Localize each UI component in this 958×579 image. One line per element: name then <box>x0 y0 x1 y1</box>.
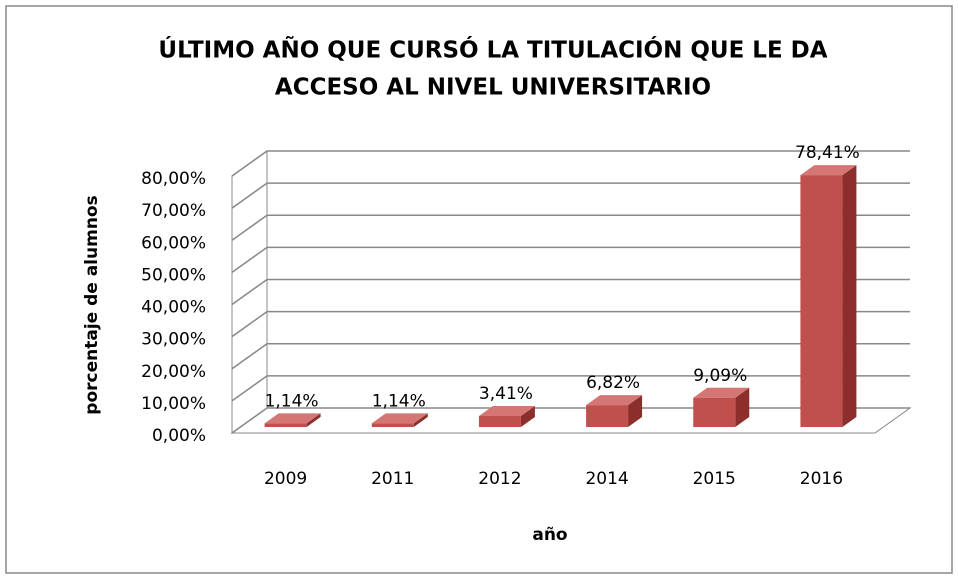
chart-title: ACCESO AL NIVEL UNIVERSITARIO <box>275 75 711 101</box>
bar-side <box>735 387 750 427</box>
y-axis-label: porcentaje de alumnos <box>82 195 102 414</box>
bar-front <box>800 175 843 427</box>
y-tick-label: 0,00% <box>152 426 206 446</box>
chart-border <box>5 5 953 574</box>
bar <box>586 395 643 427</box>
y-tick-label: 70,00% <box>141 201 206 221</box>
bar-front <box>693 397 736 427</box>
bar-top <box>371 413 428 424</box>
data-label: 1,14% <box>265 391 319 411</box>
bar-side <box>842 165 857 427</box>
bar <box>264 413 321 427</box>
grid-line <box>231 310 910 338</box>
chart-title: ÚLTIMO AÑO QUE CURSÓ LA TITULACIÓN QUE L… <box>158 36 827 64</box>
data-label: 3,41% <box>479 384 533 404</box>
y-tick-label: 10,00% <box>141 394 206 414</box>
bar-top <box>478 406 535 417</box>
grid-line <box>231 278 910 306</box>
y-tick-label: 50,00% <box>141 265 206 285</box>
y-tick-label: 30,00% <box>141 330 206 350</box>
bar <box>371 413 428 427</box>
bar-side <box>306 413 321 427</box>
bar-top <box>693 387 750 398</box>
bar-side <box>628 395 643 427</box>
bar-front <box>371 423 414 427</box>
x-tick-label: 2014 <box>585 469 628 489</box>
bar-side <box>413 413 428 427</box>
bar-front <box>264 423 307 427</box>
grid-line <box>231 246 910 273</box>
data-label: 6,82% <box>586 373 640 393</box>
bar-front <box>586 405 629 427</box>
x-tick-label: 2009 <box>264 469 307 489</box>
y-tick-label: 20,00% <box>141 362 206 382</box>
data-label: 78,41% <box>795 143 860 163</box>
x-tick-label: 2011 <box>371 469 414 489</box>
grid-line <box>231 375 910 402</box>
x-tick-label: 2016 <box>800 469 843 489</box>
y-tick-label: 80,00% <box>141 169 206 189</box>
data-label: 1,14% <box>372 391 426 411</box>
bar <box>693 387 750 427</box>
x-tick-label: 2012 <box>478 469 521 489</box>
grid-line <box>231 214 910 241</box>
x-tick-label: 2015 <box>693 469 736 489</box>
bar-top <box>264 413 321 424</box>
grid-line <box>231 150 910 177</box>
y-tick-label: 60,00% <box>141 233 206 253</box>
bar-top <box>586 395 643 406</box>
bar <box>478 406 535 427</box>
bar-top <box>800 165 857 176</box>
bar-side <box>520 406 535 427</box>
bar-front <box>478 416 521 427</box>
grid-line <box>231 182 910 209</box>
x-axis-label: año <box>532 525 567 545</box>
data-label: 9,09% <box>693 366 747 386</box>
bar <box>800 165 857 427</box>
grid-line <box>231 343 910 370</box>
y-tick-label: 40,00% <box>141 298 206 318</box>
